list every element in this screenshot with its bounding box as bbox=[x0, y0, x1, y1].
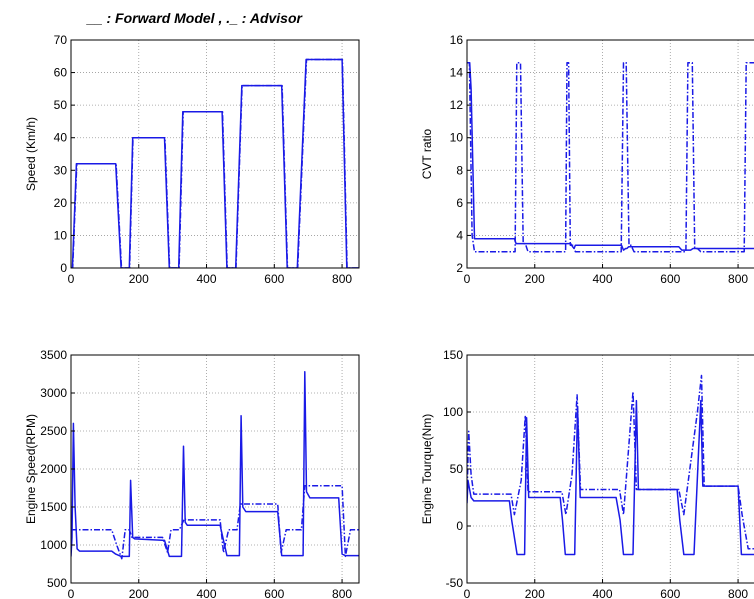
series-line-forward-model bbox=[71, 370, 359, 558]
x-tick-label: 600 bbox=[660, 587, 680, 599]
y-axis-label: Engine Speed(RPM) bbox=[24, 414, 38, 524]
series-line-advisor bbox=[71, 58, 359, 268]
series-line-advisor bbox=[71, 484, 359, 560]
subplot-cvt-ratio: 0 200 400 600 800 2 4 6 8 10 12 14 16 CVT ratio bbox=[420, 33, 754, 286]
y-tick-label: 150 bbox=[443, 348, 463, 362]
x-tick-label: 0 bbox=[68, 272, 75, 286]
x-tick-label: 0 bbox=[464, 587, 471, 599]
y-tick-label: 20 bbox=[54, 196, 68, 210]
y-tick-label: 1500 bbox=[40, 500, 67, 514]
series-group bbox=[71, 58, 359, 268]
x-tick-label: 400 bbox=[197, 587, 217, 599]
series-group bbox=[71, 370, 359, 560]
series-line-forward-model bbox=[467, 62, 754, 251]
x-tick-label: 600 bbox=[264, 587, 284, 599]
x-tick-label: 800 bbox=[332, 587, 352, 599]
x-tick-label: 200 bbox=[525, 272, 545, 286]
y-tick-label: 6 bbox=[456, 196, 463, 210]
subplot-engine-speed: 0 200 400 600 800 500 1000 1500 2000 2500 3000 3500… bbox=[24, 348, 360, 599]
y-tick-label: 3500 bbox=[40, 348, 67, 362]
x-tick-label: 0 bbox=[464, 272, 471, 286]
series-group bbox=[467, 62, 754, 253]
y-tick-label: 10 bbox=[450, 131, 464, 145]
y-tick-label: 50 bbox=[54, 98, 68, 112]
x-tick-label: 200 bbox=[525, 587, 545, 599]
series-line-forward-model bbox=[71, 58, 359, 268]
y-axis-label: CVT ratio bbox=[420, 128, 434, 179]
y-tick-label: 30 bbox=[54, 163, 68, 177]
x-tick-label: 800 bbox=[332, 272, 352, 286]
x-tick-label: 200 bbox=[129, 587, 149, 599]
axes-box bbox=[70, 39, 360, 269]
y-tick-label: 4 bbox=[456, 228, 463, 242]
y-tick-label: 2500 bbox=[40, 424, 67, 438]
y-tick-label: 10 bbox=[54, 228, 68, 242]
y-tick-label: 500 bbox=[47, 576, 67, 590]
x-tick-label: 800 bbox=[728, 587, 748, 599]
x-tick-label: 400 bbox=[593, 272, 613, 286]
y-axis-label: Engine Tourque(Nm) bbox=[420, 414, 434, 525]
x-tick-label: 0 bbox=[68, 587, 75, 599]
x-tick-label: 400 bbox=[197, 272, 217, 286]
y-tick-label: 14 bbox=[450, 66, 464, 80]
y-tick-label: 50 bbox=[450, 462, 464, 476]
y-tick-label: 3000 bbox=[40, 386, 67, 400]
x-tick-label: 600 bbox=[660, 272, 680, 286]
y-tick-label: 1000 bbox=[40, 538, 67, 552]
y-tick-label: 70 bbox=[54, 33, 68, 47]
subplot-speed: 0 200 400 600 800 0 10 20 30 40 50 60 70 Speed (Km/h) bbox=[24, 33, 360, 286]
series-group bbox=[467, 374, 754, 556]
series-line-advisor bbox=[467, 62, 754, 253]
legend-text: __ : Forward Model , ._ : Advisor bbox=[87, 10, 302, 26]
x-tick-label: 200 bbox=[129, 272, 149, 286]
y-tick-label: 0 bbox=[456, 519, 463, 533]
y-tick-label: 0 bbox=[60, 261, 67, 275]
x-tick-label: 600 bbox=[264, 272, 284, 286]
y-tick-label: 60 bbox=[54, 66, 68, 80]
x-tick-label: 800 bbox=[728, 272, 748, 286]
axes-box bbox=[466, 39, 754, 269]
series-line-forward-model bbox=[467, 399, 754, 556]
x-tick-label: 400 bbox=[593, 587, 613, 599]
y-tick-label: 2000 bbox=[40, 462, 67, 476]
y-tick-label: -50 bbox=[446, 576, 464, 590]
series-line-advisor bbox=[467, 374, 754, 550]
y-tick-label: 12 bbox=[450, 98, 464, 112]
y-tick-label: 2 bbox=[456, 261, 463, 275]
y-axis-label: Speed (Km/h) bbox=[24, 117, 38, 191]
y-tick-label: 100 bbox=[443, 405, 463, 419]
y-tick-label: 16 bbox=[450, 33, 464, 47]
y-tick-label: 40 bbox=[54, 131, 68, 145]
y-tick-label: 8 bbox=[456, 163, 463, 177]
